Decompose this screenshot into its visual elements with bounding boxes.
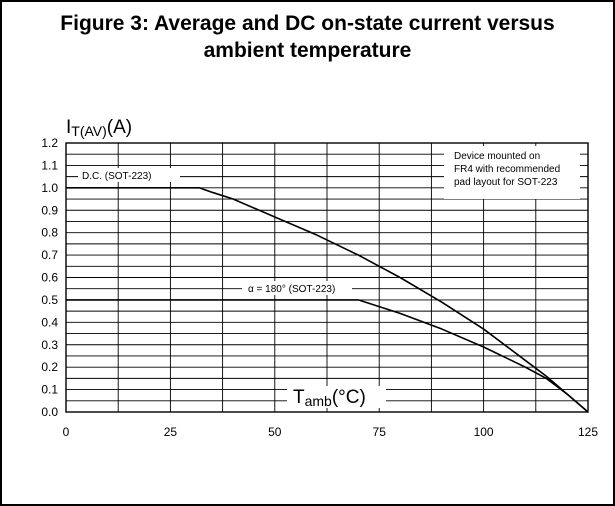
x-tick-label: 0 (63, 425, 70, 439)
figure-title-line-2: ambient temperature (203, 39, 412, 62)
y-tick-label: 0.2 (41, 360, 58, 374)
y-tick-label: 0.6 (41, 271, 58, 285)
series-label-alpha: α = 180° (SOT-223) (248, 284, 335, 295)
y-axis-label: IT(AV)(A) (66, 117, 132, 139)
annotation-line-1: Device mounted on (454, 151, 540, 162)
y-tick-label: 1.1 (41, 158, 58, 172)
x-axis-label-sub: amb (305, 393, 332, 409)
y-tick-label: 1.0 (41, 181, 58, 195)
y-tick-label: 0.4 (41, 315, 58, 329)
y-axis-label-main: I (66, 117, 71, 138)
x-tick-label: 100 (474, 425, 494, 439)
series-line-1 (66, 299, 589, 413)
series-group (66, 187, 589, 413)
annotation-line-2: FR4 with recommended (454, 164, 560, 175)
x-axis-label-unit: (°C) (332, 387, 366, 408)
x-axis-label: Tamb(°C) (293, 387, 366, 409)
x-axis-label-main: T (293, 387, 305, 408)
y-tick-labels: 0.0 0.1 0.2 0.3 0.4 0.5 0.6 0.7 0.8 0.9 1.0 1.1 1.2 (41, 136, 58, 419)
y-tick-label: 0.7 (41, 248, 58, 262)
annotation-backdrop (444, 146, 580, 199)
x-tick-label: 50 (268, 425, 282, 439)
figure-title-line-1: Figure 3: Average and DC on-state curren… (60, 12, 555, 35)
x-tick-label: 125 (578, 425, 598, 439)
y-axis-label-sub: T(AV) (71, 123, 107, 139)
y-tick-label: 0.1 (41, 383, 58, 397)
y-tick-label: 0.5 (41, 293, 58, 307)
series-line-0 (66, 187, 589, 413)
x-tick-label: 75 (373, 425, 387, 439)
x-axis-label-backdrop (287, 386, 386, 408)
y-tick-label: 0.0 (41, 405, 58, 419)
annotation-line-3: pad layout for SOT-223 (454, 177, 558, 188)
figure-title: Figure 3: Average and DC on-state curren… (0, 10, 615, 64)
x-tick-labels: 0 25 50 75 100 125 (63, 425, 599, 439)
y-tick-label: 1.2 (41, 136, 58, 150)
y-tick-label: 0.8 (41, 226, 58, 240)
plot-border (65, 142, 589, 413)
y-tick-label: 0.9 (41, 203, 58, 217)
series-label-dc: D.C. (SOT-223) (82, 171, 151, 182)
y-axis-label-unit: (A) (107, 117, 132, 138)
series-label-alpha-backdrop (242, 281, 352, 295)
y-tick-label: 0.3 (41, 338, 58, 352)
x-tick-label: 25 (164, 425, 178, 439)
series-label-dc-backdrop (78, 168, 180, 182)
